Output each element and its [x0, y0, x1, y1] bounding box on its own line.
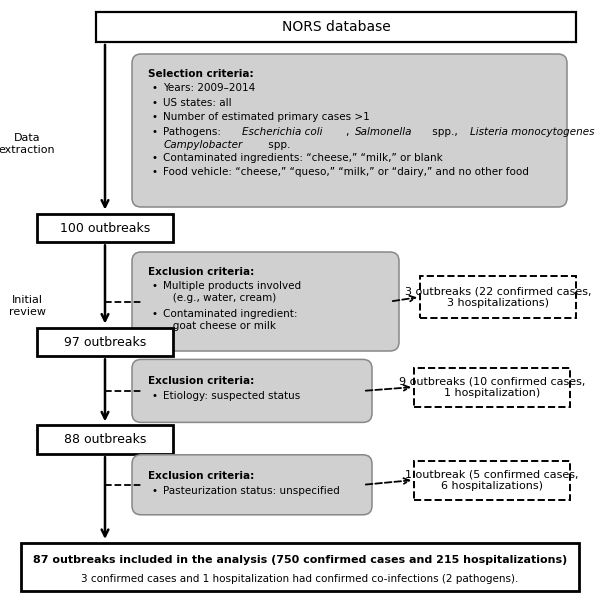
Text: 3 outbreaks (22 confirmed cases,
3 hospitalizations): 3 outbreaks (22 confirmed cases, 3 hospi…: [405, 286, 591, 308]
Text: ,: ,: [346, 127, 353, 137]
Text: •: •: [151, 281, 157, 292]
Text: Multiple products involved
   (e.g., water, cream): Multiple products involved (e.g., water,…: [163, 281, 301, 303]
Text: Food vehicle: “cheese,” “queso,” “milk,” or “dairy,” and no other food: Food vehicle: “cheese,” “queso,” “milk,”…: [163, 167, 529, 178]
Text: Salmonella: Salmonella: [355, 127, 412, 137]
FancyBboxPatch shape: [132, 455, 372, 515]
Text: spp.,: spp.,: [429, 127, 461, 137]
Text: 3 confirmed cases and 1 hospitalization had confirmed co-infections (2 pathogens: 3 confirmed cases and 1 hospitalization …: [82, 574, 518, 584]
FancyBboxPatch shape: [96, 12, 576, 42]
Text: Contaminated ingredient:
   goat cheese or milk: Contaminated ingredient: goat cheese or …: [163, 309, 298, 331]
FancyBboxPatch shape: [414, 461, 570, 499]
Text: •: •: [151, 83, 157, 94]
Text: Exclusion criteria:: Exclusion criteria:: [148, 376, 254, 386]
Text: •: •: [151, 98, 157, 108]
Text: US states: all: US states: all: [163, 98, 232, 108]
FancyBboxPatch shape: [420, 276, 576, 318]
FancyBboxPatch shape: [37, 425, 173, 454]
Text: 87 outbreaks included in the analysis (750 confirmed cases and 215 hospitalizati: 87 outbreaks included in the analysis (7…: [33, 555, 567, 565]
Text: Listeria monocytogenes: Listeria monocytogenes: [470, 127, 595, 137]
FancyBboxPatch shape: [132, 252, 399, 351]
Text: Initial
review: Initial review: [8, 295, 46, 317]
Text: Exclusion criteria:: Exclusion criteria:: [148, 267, 254, 277]
FancyBboxPatch shape: [37, 214, 173, 242]
Text: Contaminated ingredients: “cheese,” “milk,” or blank: Contaminated ingredients: “cheese,” “mil…: [163, 153, 443, 163]
Text: 100 outbreaks: 100 outbreaks: [60, 221, 150, 235]
Text: •: •: [151, 391, 157, 401]
Text: •: •: [151, 167, 157, 178]
Text: 1 outbreak (5 confirmed cases,
6 hospitalizations): 1 outbreak (5 confirmed cases, 6 hospita…: [405, 469, 579, 491]
Text: NORS database: NORS database: [281, 20, 391, 34]
Text: Escherichia coli: Escherichia coli: [242, 127, 323, 137]
Text: Exclusion criteria:: Exclusion criteria:: [148, 471, 254, 481]
Text: •: •: [151, 127, 157, 137]
Text: 88 outbreaks: 88 outbreaks: [64, 433, 146, 446]
Text: Pathogens:: Pathogens:: [163, 127, 224, 137]
Text: 97 outbreaks: 97 outbreaks: [64, 335, 146, 349]
Text: Selection criteria:: Selection criteria:: [148, 69, 254, 79]
Text: •: •: [151, 486, 157, 496]
Text: Pasteurization status: unspecified: Pasteurization status: unspecified: [163, 486, 340, 496]
Text: 9 outbreaks (10 confirmed cases,
1 hospitalization): 9 outbreaks (10 confirmed cases, 1 hospi…: [399, 376, 585, 398]
FancyBboxPatch shape: [37, 328, 173, 356]
Text: •: •: [151, 309, 157, 319]
FancyBboxPatch shape: [21, 543, 579, 591]
FancyBboxPatch shape: [132, 359, 372, 422]
Text: Number of estimated primary cases >1: Number of estimated primary cases >1: [163, 112, 370, 122]
FancyBboxPatch shape: [414, 367, 570, 407]
FancyBboxPatch shape: [132, 54, 567, 207]
Text: spp.: spp.: [265, 140, 291, 151]
Text: Etiology: suspected status: Etiology: suspected status: [163, 391, 301, 401]
Text: Campylobacter: Campylobacter: [163, 140, 242, 151]
Text: •: •: [151, 112, 157, 122]
Text: Data
extraction: Data extraction: [0, 133, 55, 155]
Text: Years: 2009–2014: Years: 2009–2014: [163, 83, 256, 94]
Text: •: •: [151, 153, 157, 163]
